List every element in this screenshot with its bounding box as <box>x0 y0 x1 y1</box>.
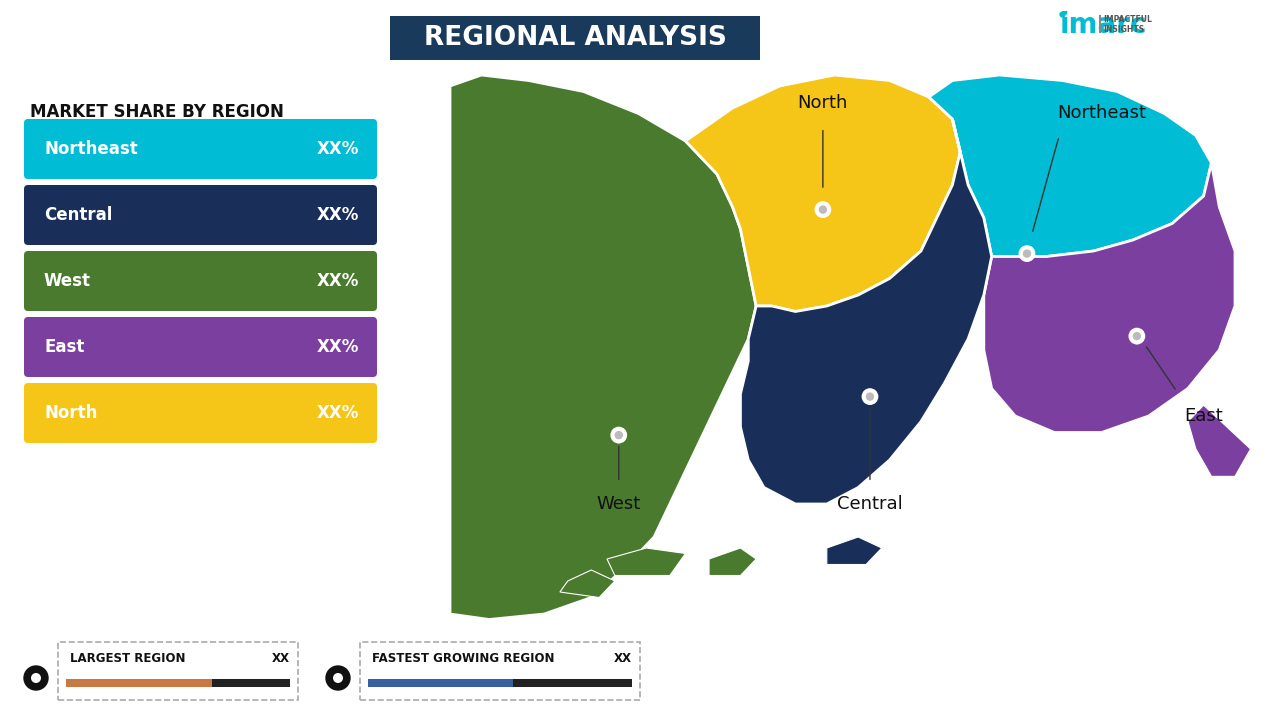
Circle shape <box>616 431 622 438</box>
FancyBboxPatch shape <box>24 185 378 245</box>
Polygon shape <box>686 75 960 312</box>
Bar <box>67 679 291 687</box>
FancyBboxPatch shape <box>24 317 378 377</box>
Text: IMPACTFUL: IMPACTFUL <box>1103 16 1152 24</box>
FancyBboxPatch shape <box>58 642 298 700</box>
Text: FASTEST GROWING REGION: FASTEST GROWING REGION <box>372 652 554 665</box>
Text: XX%: XX% <box>316 206 358 224</box>
FancyBboxPatch shape <box>24 119 378 179</box>
Polygon shape <box>984 163 1235 433</box>
Text: XX%: XX% <box>316 272 358 290</box>
FancyBboxPatch shape <box>360 642 640 700</box>
FancyBboxPatch shape <box>390 16 760 60</box>
Text: Central: Central <box>837 495 902 513</box>
Bar <box>369 679 632 687</box>
Text: MARKET SHARE BY REGION: MARKET SHARE BY REGION <box>29 103 284 121</box>
Circle shape <box>333 673 343 683</box>
Circle shape <box>867 393 873 400</box>
Bar <box>369 679 513 687</box>
Bar <box>67 679 211 687</box>
Circle shape <box>1133 333 1140 340</box>
Polygon shape <box>740 119 992 504</box>
Polygon shape <box>451 75 756 619</box>
Polygon shape <box>863 399 878 405</box>
FancyBboxPatch shape <box>24 383 378 443</box>
FancyBboxPatch shape <box>24 251 378 311</box>
Text: North: North <box>797 94 849 112</box>
Circle shape <box>326 666 349 690</box>
Text: XX%: XX% <box>316 404 358 422</box>
Text: XX%: XX% <box>316 338 358 356</box>
Circle shape <box>861 388 878 405</box>
Polygon shape <box>26 682 47 690</box>
Text: REGIONAL ANALYSIS: REGIONAL ANALYSIS <box>424 25 727 51</box>
Polygon shape <box>827 537 882 564</box>
Text: Northeast: Northeast <box>44 140 138 158</box>
Circle shape <box>24 666 49 690</box>
Circle shape <box>1024 250 1030 257</box>
Polygon shape <box>1019 256 1034 262</box>
Circle shape <box>1019 246 1036 262</box>
Text: imarc: imarc <box>1060 11 1147 39</box>
Text: North: North <box>44 404 97 422</box>
Text: Central: Central <box>44 206 113 224</box>
Text: East: East <box>1184 407 1222 425</box>
Polygon shape <box>607 548 686 575</box>
Text: East: East <box>44 338 84 356</box>
Circle shape <box>31 673 41 683</box>
Text: XX: XX <box>273 652 291 665</box>
Text: LARGEST REGION: LARGEST REGION <box>70 652 186 665</box>
Polygon shape <box>709 548 756 575</box>
Polygon shape <box>1188 405 1251 477</box>
Circle shape <box>1129 328 1146 344</box>
Text: INSIGHTS: INSIGHTS <box>1103 24 1144 34</box>
Polygon shape <box>611 437 626 444</box>
Polygon shape <box>559 570 614 598</box>
Polygon shape <box>929 75 1211 256</box>
Text: West: West <box>44 272 91 290</box>
Circle shape <box>814 201 831 218</box>
Text: Northeast: Northeast <box>1057 104 1146 122</box>
Polygon shape <box>326 682 349 690</box>
Polygon shape <box>815 212 831 218</box>
Text: West: West <box>596 495 641 513</box>
Text: XX: XX <box>614 652 632 665</box>
Circle shape <box>611 427 627 444</box>
Polygon shape <box>1129 338 1144 344</box>
Circle shape <box>819 206 827 213</box>
Text: XX%: XX% <box>316 140 358 158</box>
